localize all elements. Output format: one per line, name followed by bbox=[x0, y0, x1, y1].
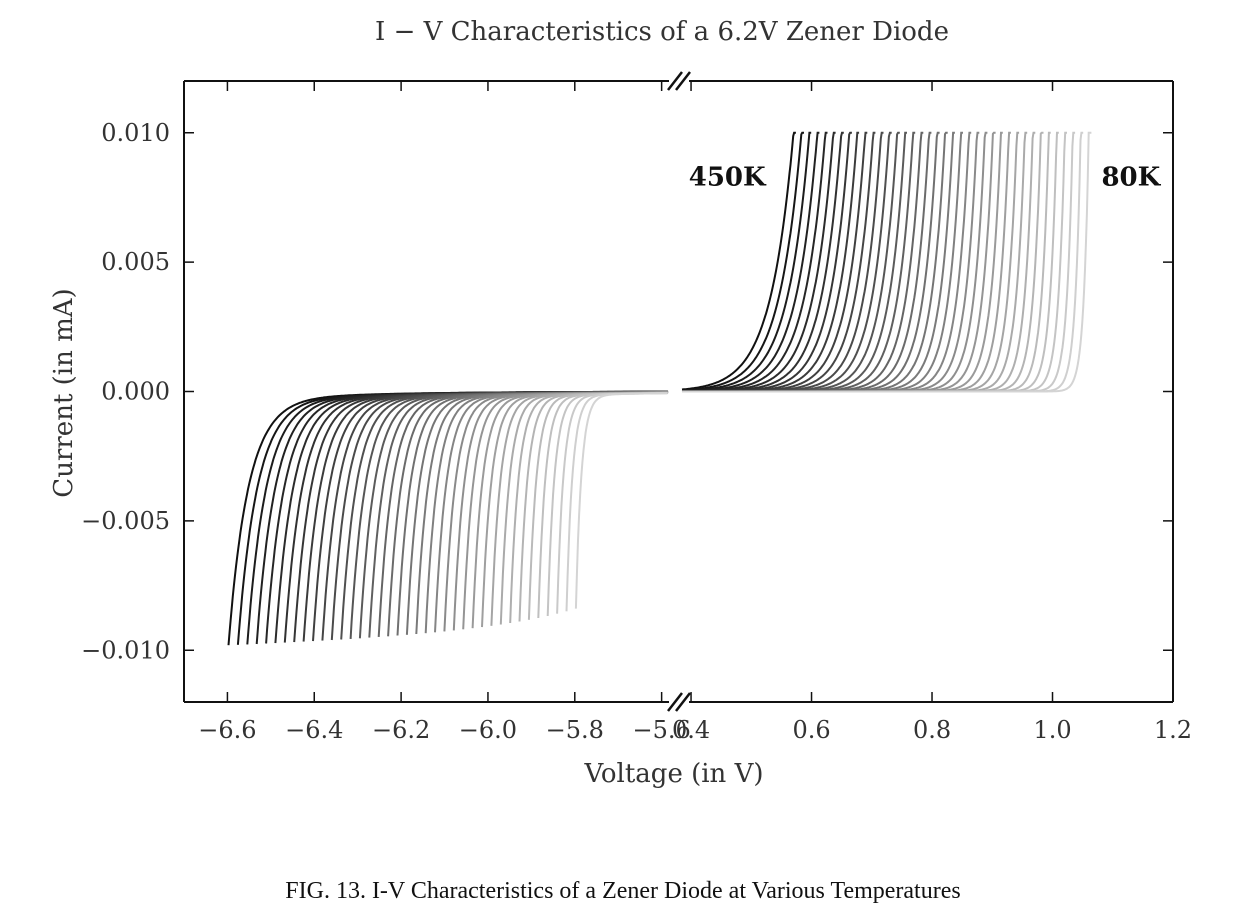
series-line bbox=[565, 392, 668, 612]
x-tick-label: 0.8 bbox=[913, 716, 951, 744]
series-line bbox=[312, 390, 668, 642]
x-tick-label: 0.6 bbox=[792, 716, 830, 744]
series-line bbox=[443, 391, 669, 632]
series-line bbox=[302, 390, 668, 642]
x-tick-label: −6.2 bbox=[372, 716, 430, 744]
x-tick-label: −6.0 bbox=[459, 716, 517, 744]
series-temperature-label: 80K bbox=[1101, 163, 1161, 193]
series-line bbox=[574, 392, 668, 609]
axis-break-mark bbox=[667, 692, 683, 712]
series-line bbox=[546, 392, 668, 617]
series-line bbox=[682, 131, 804, 392]
series-layer bbox=[227, 131, 1092, 646]
axis-break-mark bbox=[675, 71, 691, 91]
series-temperature-label: 450K bbox=[689, 163, 767, 193]
x-tick-label: −6.6 bbox=[198, 716, 256, 744]
series-line bbox=[681, 131, 796, 391]
series-line bbox=[387, 391, 668, 637]
series-line bbox=[396, 391, 668, 636]
y-tick-label: −0.010 bbox=[81, 636, 170, 664]
series-line bbox=[462, 391, 668, 630]
x-tick-label: 0.4 bbox=[672, 716, 710, 744]
x-tick-label: −5.6 bbox=[632, 716, 690, 744]
x-tick-label: 1.0 bbox=[1033, 716, 1071, 744]
series-line bbox=[518, 391, 668, 622]
series-line bbox=[556, 392, 668, 614]
series-line bbox=[321, 390, 668, 641]
chart-title: I − V Characteristics of a 6.2V Zener Di… bbox=[375, 17, 949, 47]
x-tick-label: −5.8 bbox=[546, 716, 604, 744]
x-tick-label: −6.4 bbox=[285, 716, 343, 744]
y-tick-label: 0.000 bbox=[101, 378, 170, 406]
x-axis-label: Voltage (in V) bbox=[584, 759, 764, 789]
y-tick-label: −0.005 bbox=[81, 507, 170, 535]
annotation-layer: 450K 80K bbox=[689, 163, 1162, 193]
series-line bbox=[255, 390, 669, 645]
x-tick-label: 1.2 bbox=[1154, 716, 1192, 744]
axis-break-mark bbox=[675, 692, 691, 712]
y-tick-label: 0.010 bbox=[101, 119, 170, 147]
y-tick-label: 0.005 bbox=[101, 248, 170, 276]
axis-break-mark bbox=[667, 71, 683, 91]
series-line bbox=[527, 391, 668, 620]
series-line bbox=[265, 390, 668, 644]
y-axis-label: Current (in mA) bbox=[49, 288, 79, 497]
figure-caption: FIG. 13. I-V Characteristics of a Zener … bbox=[285, 878, 961, 904]
series-line bbox=[682, 131, 1092, 393]
ticks-layer: 0.010 0.005 0.000 −0.005 −0.010 −6.6 −6.4 −6.2 −… bbox=[81, 81, 1192, 744]
series-line bbox=[293, 390, 668, 643]
